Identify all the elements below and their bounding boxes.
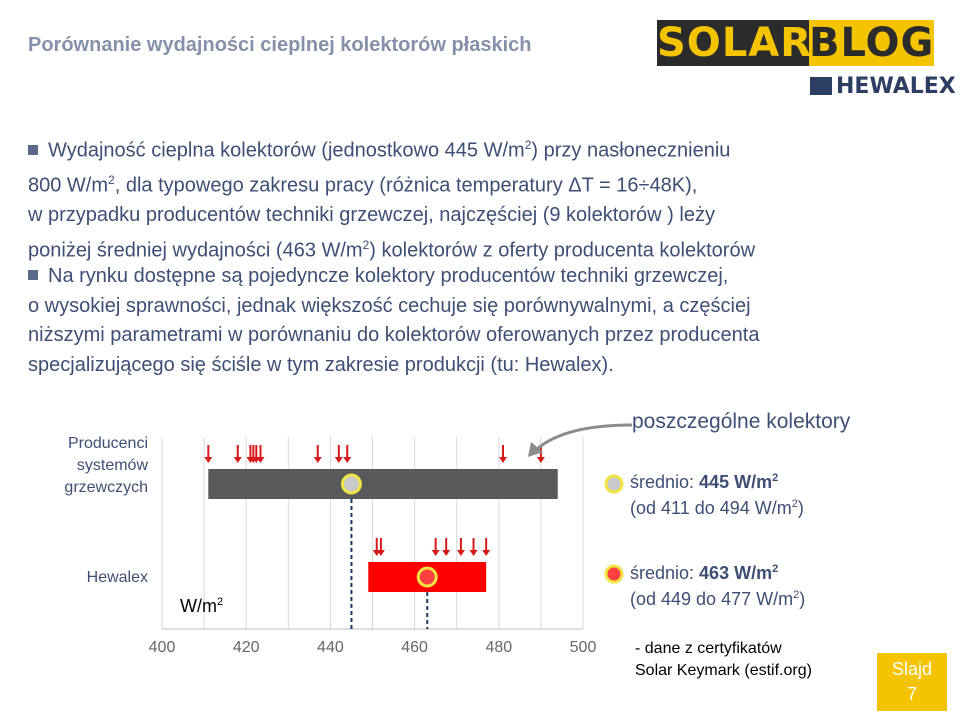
collector-arrow-head <box>469 550 478 556</box>
x-tick-label: 460 <box>401 639 428 656</box>
collector-arrow-head <box>249 457 258 463</box>
average-marker <box>416 566 438 588</box>
collector-arrow-head <box>482 550 491 556</box>
bullet-2-text: niższymi parametrami w porównaniu do kol… <box>28 324 760 346</box>
collector-arrow-head <box>313 457 322 463</box>
bullet-2-text: Na rynku dostępne są pojedyncze kolektor… <box>48 265 729 287</box>
range-bar <box>368 562 487 592</box>
avg-red-label: średnio: 463 W/m2 <box>630 563 778 584</box>
avg-text: średnio: <box>630 472 700 492</box>
page-title: Porównanie wydajności cieplnej kolektoró… <box>28 34 532 56</box>
x-tick-label: 400 <box>149 639 176 656</box>
chart-grid <box>161 437 584 630</box>
average-markers <box>340 473 438 629</box>
collector-arrow-head <box>442 550 451 556</box>
bullet-1-text: , dla typowego zakresu pracy (różnica te… <box>114 174 698 197</box>
avg-value: 463 W/m <box>699 563 773 583</box>
source-line-1: - dane z certyfikatów <box>635 640 782 657</box>
logo-hewalex-text: HEWALEX <box>836 74 956 99</box>
range-text: ) <box>799 589 806 609</box>
callout-arrow-curve <box>536 423 633 451</box>
collector-arrow-head <box>372 550 381 556</box>
range-text: ) <box>797 498 804 518</box>
sup: 2 <box>108 173 115 188</box>
legend-red-marker <box>604 564 624 584</box>
solarblog-logo: SOLAR BLOG <box>657 20 934 66</box>
collector-arrow-head <box>246 457 255 463</box>
bullet-1-text: Wydajność cieplna kolektorów (jednostkow… <box>48 139 525 162</box>
bullet-square-icon <box>28 270 38 280</box>
bullet-1-text: ) przy nasłonecznieniu <box>531 139 731 162</box>
collector-arrow-head <box>376 550 385 556</box>
sup: 2 <box>793 589 800 601</box>
collector-arrow-head <box>343 457 352 463</box>
logo-solar-text: SOLAR <box>657 20 813 66</box>
sup: 2 <box>362 237 370 252</box>
average-marker <box>340 473 362 495</box>
category-label: Hewalex <box>87 569 148 586</box>
legend-gray-marker <box>604 474 624 494</box>
slide-number-badge: Slajd 7 <box>877 653 947 711</box>
unit-sup: 2 <box>217 596 223 608</box>
collector-arrow-head <box>456 550 465 556</box>
bullet-2-text: o wysokiej sprawności, jednak większość … <box>28 294 751 317</box>
bullet-square-icon <box>28 144 38 155</box>
unit-label: W/m2 <box>180 596 223 616</box>
x-tick-labels: 400 420 440 460 480 500 W/m2 <box>149 596 597 656</box>
slide-label: Slajd <box>891 659 933 679</box>
category-label: Producenci <box>68 435 148 452</box>
sup: 2 <box>772 563 779 575</box>
collector-arrow-head <box>256 457 265 463</box>
category-label: grzewczych <box>64 479 148 496</box>
hewalex-logo: HEWALEX <box>810 74 956 100</box>
bullet-2: Na rynku dostępne są pojedyncze kolektor… <box>28 262 928 380</box>
avg-gray-label: średnio: 445 W/m2 <box>630 472 778 493</box>
collector-arrow-head <box>252 457 261 463</box>
source-line-2: Solar Keymark (estif.org) <box>635 662 812 679</box>
bullet-1-text: w przypadku producentów techniki grzewcz… <box>28 204 715 227</box>
range-bars <box>208 469 558 592</box>
x-tick-label: 440 <box>317 639 344 656</box>
bullet-1-text: poniżej średniej wydajności (463 W/m <box>28 239 363 262</box>
avg-text: średnio: <box>630 563 700 583</box>
collector-arrow-head <box>431 550 440 556</box>
range-red-label: (od 449 do 477 W/m2) <box>630 589 805 610</box>
range-text: (od 449 do 477 W/m <box>630 589 794 609</box>
sup: 2 <box>772 472 779 484</box>
sup: 2 <box>791 498 798 510</box>
chart-decorations <box>528 423 633 584</box>
category-labels: Producenci systemów grzewczych Hewalex <box>64 435 148 586</box>
sup: 2 <box>524 138 532 152</box>
x-tick-label: 480 <box>485 639 512 656</box>
slide-number: 7 <box>906 684 917 704</box>
avg-value: 445 W/m <box>699 472 773 492</box>
callout-label: poszczególne kolektory <box>632 410 851 433</box>
category-label: systemów <box>77 457 149 474</box>
hewalex-mark-icon <box>810 77 832 95</box>
bullet-1: Wydajność cieplna kolektorów (jednostkow… <box>28 131 928 266</box>
bullet-1-text: ) kolektorów z oferty producenta kolekto… <box>369 239 756 262</box>
collector-arrow-head <box>536 457 545 463</box>
collector-arrow-head <box>499 457 508 463</box>
range-gray-label: (od 411 do 494 W/m2) <box>630 498 804 519</box>
collector-arrows <box>204 445 545 556</box>
x-tick-label: 500 <box>570 639 597 656</box>
x-tick-label: 420 <box>233 639 260 656</box>
range-bar <box>208 469 558 499</box>
bullet-2-text: specjalizującego się ściśle w tym zakres… <box>28 353 614 376</box>
collector-arrow-head <box>204 457 213 463</box>
bullet-1-text: 800 W/m <box>28 174 109 197</box>
range-text: (od 411 do 494 W/m <box>630 498 792 518</box>
callout-arrow-head <box>528 442 543 457</box>
collector-arrow-head <box>233 457 242 463</box>
logo-blog-text: BLOG <box>809 20 935 66</box>
collector-arrow-head <box>334 457 343 463</box>
